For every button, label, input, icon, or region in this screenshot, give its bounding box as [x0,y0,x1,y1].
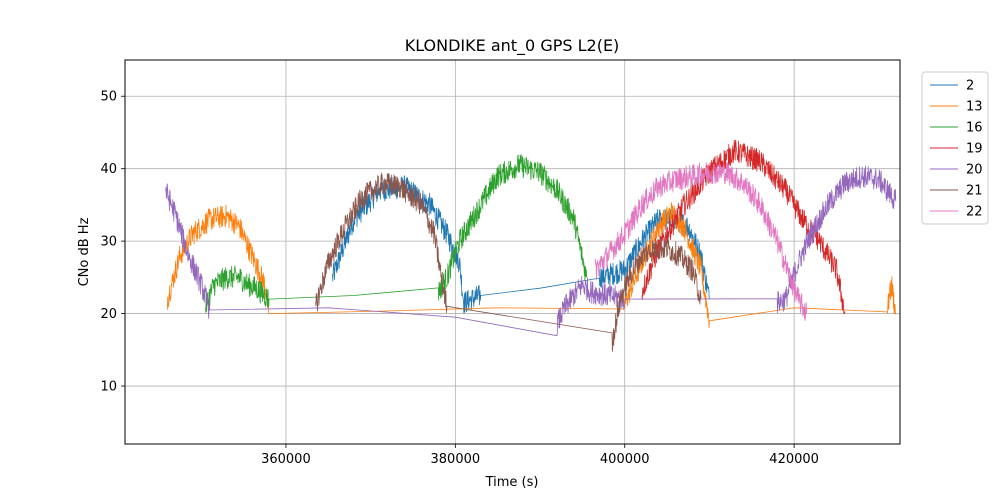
legend-label-13: 13 [966,100,983,115]
x-axis: 360000 380000 400000 420000 [261,444,819,467]
legend-label-20: 20 [966,163,983,178]
series-22-line [594,161,808,322]
legend: 2 13 16 19 20 21 22 [921,71,989,225]
chart-title: KLONDIKE ant_0 GPS L2(E) [405,36,620,56]
grid [125,60,900,444]
y-axis: 10 20 30 40 50 [100,90,125,395]
x-tick-label: 420000 [769,452,819,467]
y-axis-title: CNo dB Hz [77,217,92,286]
series-layer [165,139,897,352]
x-tick-label: 360000 [261,452,311,467]
series-16-line [205,154,587,313]
plot-frame [124,59,901,445]
y-tick-label: 10 [100,380,117,395]
legend-label-22: 22 [966,205,983,220]
legend-label-21: 21 [966,184,983,199]
series-21-line [315,172,702,352]
legend-label-16: 16 [966,121,983,136]
x-tick-label: 400000 [600,452,650,467]
series-13-line [166,202,897,329]
legend-label-19: 19 [966,142,983,157]
y-tick-label: 30 [100,235,117,250]
x-tick-label: 380000 [431,452,481,467]
y-tick-label: 20 [100,307,117,322]
x-axis-title: Time (s) [485,475,539,490]
y-tick-label: 50 [100,90,117,105]
y-tick-label: 40 [100,162,117,177]
series-20-line [165,165,897,337]
legend-label-2: 2 [966,79,974,94]
